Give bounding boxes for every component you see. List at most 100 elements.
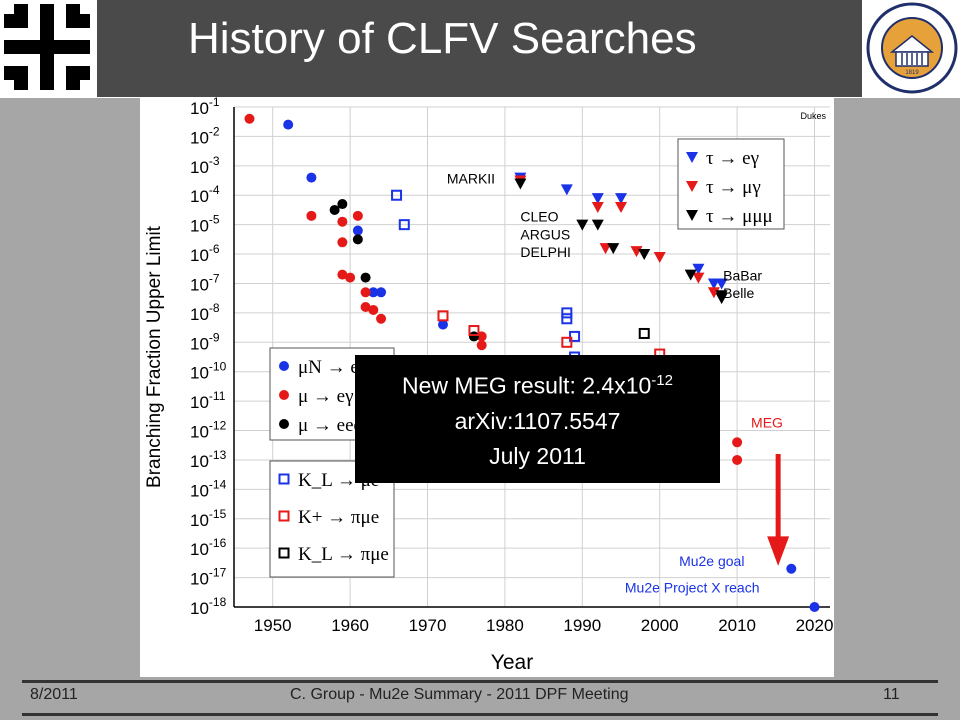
watermark-label: Dukes (800, 111, 826, 121)
footer-rule-top (22, 680, 938, 683)
y-tick-label: 10-16 (190, 536, 227, 559)
data-point (306, 210, 317, 221)
mu2e-arrow-head (767, 536, 790, 566)
footer-page-number: 11 (883, 686, 900, 703)
slide-title: History of CLFV Searches (188, 14, 697, 63)
y-tick-label: 10-8 (190, 301, 220, 324)
data-point (360, 302, 371, 312)
data-point (398, 219, 410, 231)
data-point (607, 243, 620, 255)
data-point (561, 336, 573, 348)
legend-tau: τ → eγ τ → μγ τ → μμμ (677, 138, 785, 230)
y-tick-label: 10-3 (190, 154, 220, 177)
data-point (337, 216, 348, 227)
legend-kaon-swatch (278, 547, 290, 559)
data-point (391, 189, 403, 201)
footer-date: 8/2011 (30, 686, 78, 703)
annotation-mu2e-goal: Mu2e goal (679, 553, 744, 569)
data-point (360, 287, 371, 298)
data-point (514, 178, 527, 190)
data-point (599, 243, 612, 255)
legend-kaon-label: K_L → πμe (298, 544, 389, 565)
data-point (732, 454, 743, 465)
legend-kaon-swatch (278, 510, 290, 522)
annotation-belle: Belle (723, 285, 754, 301)
data-point (337, 237, 348, 248)
data-point (376, 313, 387, 324)
footer-rule-bottom (22, 713, 938, 716)
clfv-history-chart: 10-1 10-2 10-3 10-4 10-5 10-6 10-7 10-8 10-9 10-1… (144, 97, 834, 674)
data-point (684, 269, 697, 281)
y-tick-label: 10-12 (190, 419, 227, 442)
x-tick-label-1960: 1960 (331, 616, 369, 635)
x-tick-label-1950: 1950 (254, 616, 292, 635)
data-point (653, 252, 666, 263)
callout-line1: New MEG result: 2.4x10-12 (355, 363, 720, 404)
y-tick-label: 10-2 (190, 124, 220, 147)
legend-tau-label: τ → μγ (706, 177, 761, 198)
data-point (561, 313, 573, 325)
data-point (476, 340, 487, 351)
y-tick-label: 10-6 (190, 242, 220, 265)
data-point (692, 272, 705, 284)
legend-muon-label: μ → eee (298, 415, 362, 436)
fermilab-logo (4, 4, 90, 90)
data-point (638, 249, 651, 261)
data-point (715, 293, 728, 305)
series-4 (437, 310, 666, 360)
data-point (560, 184, 573, 196)
y-tick-label: 10-14 (190, 477, 227, 500)
x-tick-label-2000: 2000 (641, 616, 679, 635)
y-tick-label: 10-15 (190, 507, 227, 530)
legend-muon-swatch (279, 361, 289, 371)
y-tick-label: 10-17 (190, 566, 227, 589)
x-tick-label-2020: 2020 (796, 616, 834, 635)
annotation-babar: BaBar (723, 268, 762, 284)
y-axis-title: Branching Fraction Upper Limit (144, 225, 165, 488)
data-point (368, 287, 379, 298)
data-point (352, 210, 363, 221)
annotation-mu2e-project-x-reach: Mu2e Project X reach (625, 579, 760, 595)
data-point (306, 172, 317, 183)
data-point (615, 193, 628, 205)
data-point (437, 310, 449, 322)
data-point (591, 219, 604, 231)
y-tick-label: 10-5 (190, 213, 220, 236)
legend-kaon-label: K+ → πμe (298, 507, 379, 528)
data-point (360, 272, 371, 283)
annotation-argus: ARGUS (520, 226, 570, 242)
data-point (707, 278, 720, 290)
legend-muon-label: μN → eN (298, 357, 373, 378)
data-point (638, 327, 650, 339)
data-point (715, 278, 728, 290)
y-tick-label: 10-13 (190, 448, 227, 471)
data-point (329, 204, 340, 215)
legend-muon-swatch (279, 390, 289, 400)
legend-tau-swatch (686, 210, 698, 221)
data-point (786, 563, 797, 574)
legend-tau-swatch (686, 152, 698, 163)
x-tick-label-2010: 2010 (718, 616, 756, 635)
data-point (591, 202, 604, 213)
x-tick-label-1990: 1990 (563, 616, 601, 635)
legend-kaon-swatch (278, 473, 290, 485)
callout-line2: arXiv:1107.5547 (454, 407, 621, 434)
y-tick-label: 10-9 (190, 330, 220, 353)
data-point (337, 199, 348, 210)
annotation-markii: MARKII (447, 170, 495, 186)
footer-center: C. Group - Mu2e Summary - 2011 DPF Meeti… (290, 686, 629, 703)
y-tick-label: 10-18 (190, 595, 227, 618)
series-7 (514, 175, 720, 299)
data-point (591, 193, 604, 205)
y-tick-label: 10-10 (190, 360, 227, 383)
data-point (732, 437, 743, 448)
data-point (468, 331, 479, 342)
meg-result-callout: New MEG result: 2.4x10-12 arXiv:1107.554… (355, 355, 720, 483)
data-point (368, 304, 379, 315)
y-tick-label: 10-1 (190, 97, 220, 118)
data-point (561, 307, 573, 319)
legend-muon-label: μ → eγ (298, 386, 354, 407)
seal-year: 1819 (905, 70, 919, 76)
series-5 (638, 327, 650, 339)
annotation-delphi: DELPHI (520, 244, 571, 260)
